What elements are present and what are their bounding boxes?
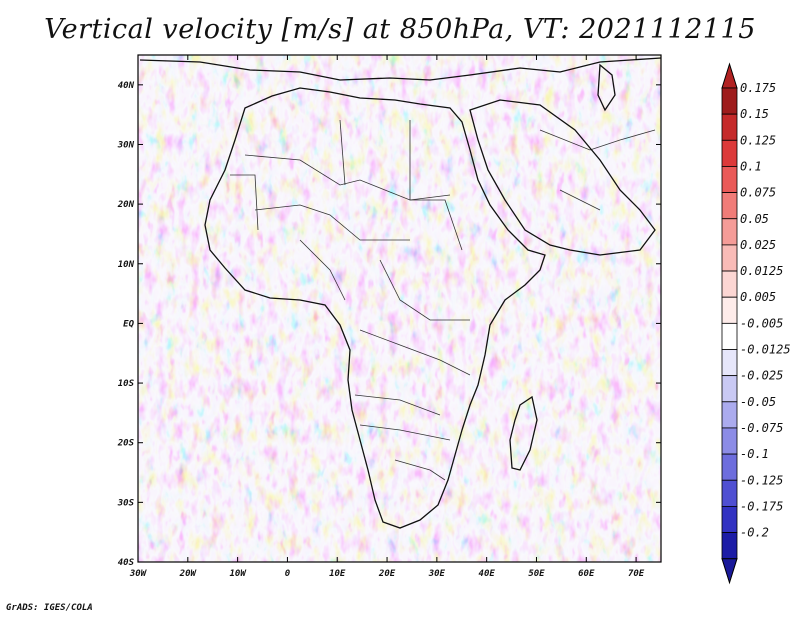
colorbar-label: 0.1 <box>740 159 762 173</box>
colorbar-swatch <box>721 479 738 507</box>
colorbar-label: -0.05 <box>740 395 776 409</box>
colorbar-swatch <box>721 296 738 324</box>
lon-tick-label: 30E <box>428 569 446 579</box>
colorbar-swatch <box>721 322 738 350</box>
colorbar-label: 0.05 <box>740 212 769 226</box>
colorbar-swatch <box>721 244 738 272</box>
colorbar-label: -0.1 <box>740 447 769 461</box>
colorbar-min-arrow <box>721 558 738 585</box>
velocity-field <box>138 55 661 562</box>
colorbar-label: -0.175 <box>740 499 783 513</box>
colorbar-label: 0.075 <box>740 186 776 200</box>
colorbar-swatch <box>721 87 738 115</box>
colorbar-label: 0.175 <box>740 81 776 95</box>
colorbar-swatch <box>721 270 738 298</box>
colorbar-label: 0.005 <box>740 290 776 304</box>
colorbar-label: -0.075 <box>740 421 783 435</box>
colorbar-swatch <box>721 375 738 403</box>
coastlines <box>139 57 661 529</box>
colorbar-label: -0.2 <box>740 526 769 540</box>
colorbar-swatch <box>721 218 738 246</box>
lon-tick-label: 50E <box>528 569 545 579</box>
lat-tick-label: 30N <box>117 140 135 150</box>
colorbar-label: 0.0125 <box>740 264 783 278</box>
map-axes: 30W 20W 10W 0 10E 20E 30E 40E 50E 60E 70E 40N 30N 20N… <box>117 55 661 579</box>
country-borders <box>230 119 656 481</box>
lat-tick-label: 30S <box>117 498 135 508</box>
colorbar-label: 0.15 <box>740 107 769 121</box>
africa-coastline <box>204 87 546 529</box>
grads-credit: GrADS: IGES/COLA <box>6 603 93 613</box>
lat-tick-label: EQ <box>123 319 134 329</box>
lat-tick-label: 20N <box>117 200 135 210</box>
colorbar-label: -0.005 <box>740 316 783 330</box>
colorbar-swatch <box>721 349 738 377</box>
lon-tick-label: 10W <box>229 569 247 579</box>
colorbar-swatch <box>721 192 738 220</box>
colorbar-label: -0.0125 <box>740 343 791 357</box>
colorbar-swatch <box>721 401 738 429</box>
madagascar-coastline <box>509 395 538 471</box>
colorbar: 0.175 0.15 0.125 0.1 0.075 0.05 0.025 0.0125 0.0… <box>721 62 791 585</box>
lon-tick-label: 0 <box>285 569 291 579</box>
colorbar-label: -0.125 <box>740 473 783 487</box>
lat-tick-label: 10S <box>118 379 135 389</box>
colorbar-swatch <box>721 532 738 560</box>
colorbar-label: -0.025 <box>740 369 783 383</box>
colorbar-label: 0.125 <box>740 133 776 147</box>
lon-tick-label: 40E <box>479 569 496 579</box>
colorbar-swatch <box>721 505 738 533</box>
europe-coastline <box>139 57 661 81</box>
lon-tick-label: 20W <box>179 569 198 579</box>
colorbar-label: 0.025 <box>740 238 776 252</box>
colorbar-swatch <box>721 166 738 193</box>
map-title: Vertical velocity [m/s] at 850hPa, VT: 2… <box>44 14 756 45</box>
caspian-coastline <box>597 63 616 112</box>
lat-tick-label: 10N <box>118 260 135 270</box>
lon-tick-label: 10E <box>329 569 346 579</box>
lon-tick-label: 20E <box>378 569 396 579</box>
colorbar-swatch <box>721 113 738 141</box>
lon-tick-label: 70E <box>628 569 645 579</box>
lon-tick-label: 30W <box>129 569 148 579</box>
arabia-coastline <box>469 99 656 256</box>
lat-tick-label: 20S <box>117 439 135 449</box>
lon-tick-label: 60E <box>578 569 595 579</box>
colorbar-swatch <box>721 427 738 455</box>
map-frame <box>137 54 662 563</box>
lat-tick-label: 40N <box>118 81 135 91</box>
colorbar-swatch <box>721 453 738 481</box>
colorbar-swatch <box>721 139 738 167</box>
lat-tick-label: 40S <box>118 558 135 568</box>
colorbar-max-arrow <box>721 62 738 89</box>
